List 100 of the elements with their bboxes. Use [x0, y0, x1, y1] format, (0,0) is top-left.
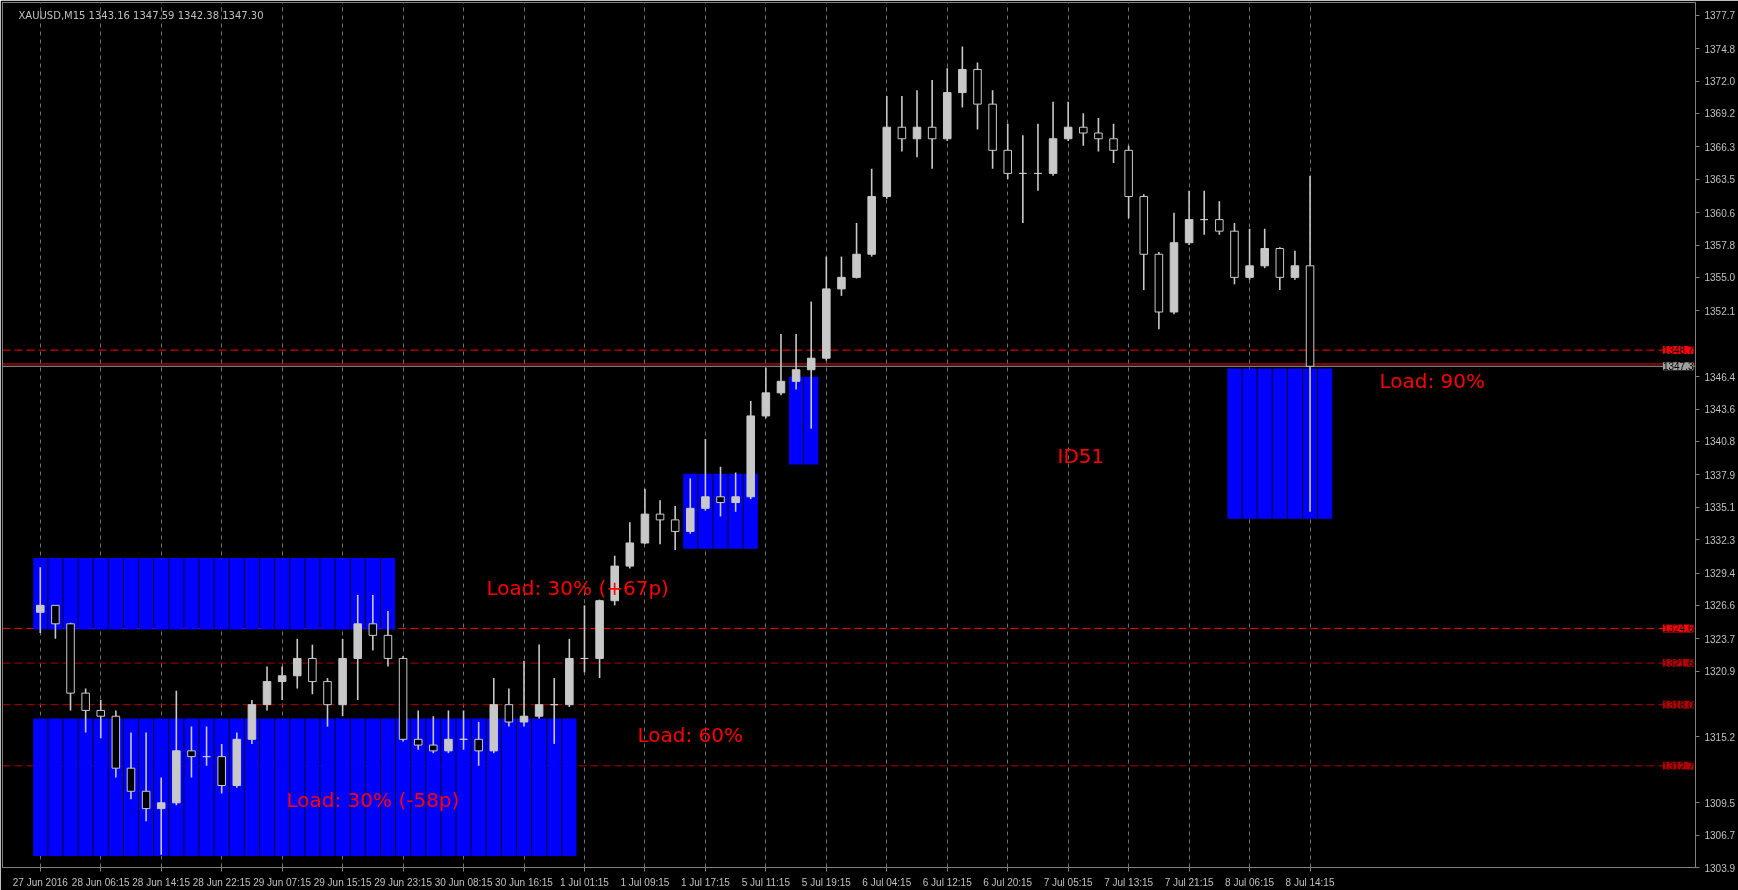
candlestick — [292, 638, 302, 690]
candlestick — [1003, 122, 1012, 180]
x-tick-label: 6 Jul 12:15 — [922, 876, 973, 888]
candlestick — [701, 438, 710, 512]
x-tick-label: 29 Jun 23:15 — [374, 876, 433, 888]
y-tick-label: 1352.1 — [1704, 305, 1736, 317]
x-tick-label: 30 Jun 16:15 — [495, 876, 554, 888]
y-tick-label: 1372.0 — [1704, 76, 1736, 88]
y-tick-label: 1315.2 — [1704, 732, 1736, 743]
candlestick — [837, 255, 846, 297]
candlestick — [1215, 200, 1224, 236]
candlestick — [51, 604, 60, 640]
candlestick — [731, 471, 740, 513]
ref-line-label: 1318.0 — [1662, 699, 1694, 711]
y-tick-label: 1306.7 — [1704, 830, 1736, 842]
candlestick — [1109, 122, 1118, 164]
y-tick-label: 1329.4 — [1704, 568, 1736, 580]
candlestick — [1245, 228, 1254, 281]
candlestick — [534, 643, 544, 720]
text: XAUUSD,M15 1343.16 1347.59 1342.38 1347.30 — [18, 10, 264, 21]
candlestick — [96, 699, 106, 739]
candlestick — [791, 333, 801, 391]
ref-line-label: 1321.6 — [1662, 658, 1694, 670]
y-tick-label: 1343.6 — [1704, 404, 1736, 416]
candlestick — [187, 725, 196, 779]
candlestick — [429, 715, 438, 754]
x-tick-label: 1 Jul 01:15 — [560, 876, 610, 888]
y-tick-label: 1320.9 — [1704, 666, 1736, 678]
candlestick — [1063, 101, 1073, 142]
y-tick-label: 1323.7 — [1704, 633, 1736, 645]
candlestick — [519, 659, 529, 728]
candlestick — [670, 505, 680, 551]
candlestick — [444, 709, 453, 754]
y-tick-label: 1363.5 — [1704, 174, 1736, 186]
candlestick — [323, 677, 332, 728]
x-tick-label: 1 Jul 17:15 — [680, 876, 731, 888]
x-tick-label: 7 Jul 13:15 — [1104, 876, 1154, 888]
candlestick — [806, 300, 816, 430]
ref-line-label: 1312.7 — [1662, 760, 1694, 772]
y-tick-label: 1337.9 — [1704, 469, 1736, 481]
ref-line-label: 1324.6 — [1662, 623, 1694, 635]
y-tick-label: 1360.6 — [1704, 207, 1736, 219]
candlestick — [958, 45, 967, 109]
y-tick-label: 1309.5 — [1704, 797, 1736, 809]
candlestick — [1094, 117, 1103, 153]
candlestick — [126, 731, 136, 801]
y-tick-label: 1369.2 — [1704, 108, 1736, 120]
candlestick — [36, 566, 45, 634]
candlestick — [625, 521, 635, 570]
x-tick-label: 30 Jun 08:15 — [434, 876, 493, 888]
candlestick — [141, 731, 151, 823]
candlestick — [383, 610, 393, 668]
y-tick-label: 1355.0 — [1704, 272, 1736, 284]
candlestick — [761, 366, 771, 420]
y-tick-label: 1340.8 — [1704, 436, 1736, 448]
y-tick-label: 1303.9 — [1704, 862, 1736, 874]
candlestick — [156, 776, 166, 856]
candlestick — [912, 89, 922, 159]
candlestick — [474, 721, 483, 767]
candlestick — [81, 687, 90, 734]
x-tick-label: 8 Jul 06:15 — [1225, 876, 1275, 888]
x-tick-label: 27 Jun 2016 — [12, 876, 69, 888]
candlestick — [368, 594, 378, 652]
ref-line-label: 1347.3 — [1662, 361, 1694, 373]
ref-line-label: 1348.7 — [1662, 345, 1694, 357]
x-tick-label: 28 Jun 22:15 — [192, 876, 252, 888]
y-tick-label: 1366.3 — [1704, 141, 1736, 153]
annotation: Load: 60% — [637, 722, 744, 747]
annotation: ID51 — [1057, 443, 1105, 468]
candlestick — [927, 79, 937, 170]
x-tick-label: 1 Jul 09:15 — [620, 876, 670, 888]
candlestick — [655, 499, 665, 545]
y-tick-label: 1374.8 — [1704, 43, 1736, 55]
y-tick-label: 1357.8 — [1704, 240, 1736, 252]
y-tick-label: 1332.3 — [1704, 534, 1736, 546]
candlestick — [277, 665, 287, 701]
annotation: Load: 90% — [1379, 368, 1486, 393]
x-tick-label: 6 Jul 04:15 — [862, 876, 912, 888]
y-tick-label: 1335.1 — [1704, 502, 1736, 514]
y-tick-label: 1346.4 — [1704, 371, 1736, 383]
y-tick-label: 1326.6 — [1704, 600, 1736, 612]
x-tick-label: 29 Jun 15:15 — [313, 876, 372, 888]
x-tick-label: 8 Jul 14:15 — [1285, 876, 1335, 888]
candlestick — [776, 333, 786, 396]
candlestick — [852, 222, 861, 280]
candlestick — [686, 477, 695, 535]
x-tick-label: 28 Jun 06:15 — [71, 876, 131, 888]
candlestick — [1079, 112, 1088, 147]
y-tick-label: 1377.7 — [1704, 10, 1736, 22]
x-tick-label: 6 Jul 20:15 — [983, 876, 1033, 888]
candlestick — [413, 709, 423, 751]
candlestick — [1260, 228, 1269, 269]
candlestick — [1290, 250, 1300, 281]
candlestick — [262, 665, 272, 712]
x-tick-label: 7 Jul 21:15 — [1164, 876, 1215, 888]
candlestick — [897, 95, 907, 153]
candlestick — [1184, 189, 1194, 246]
candlestick — [308, 643, 317, 696]
candlestick — [716, 465, 725, 518]
x-tick-label: 29 Jun 07:15 — [253, 876, 312, 888]
